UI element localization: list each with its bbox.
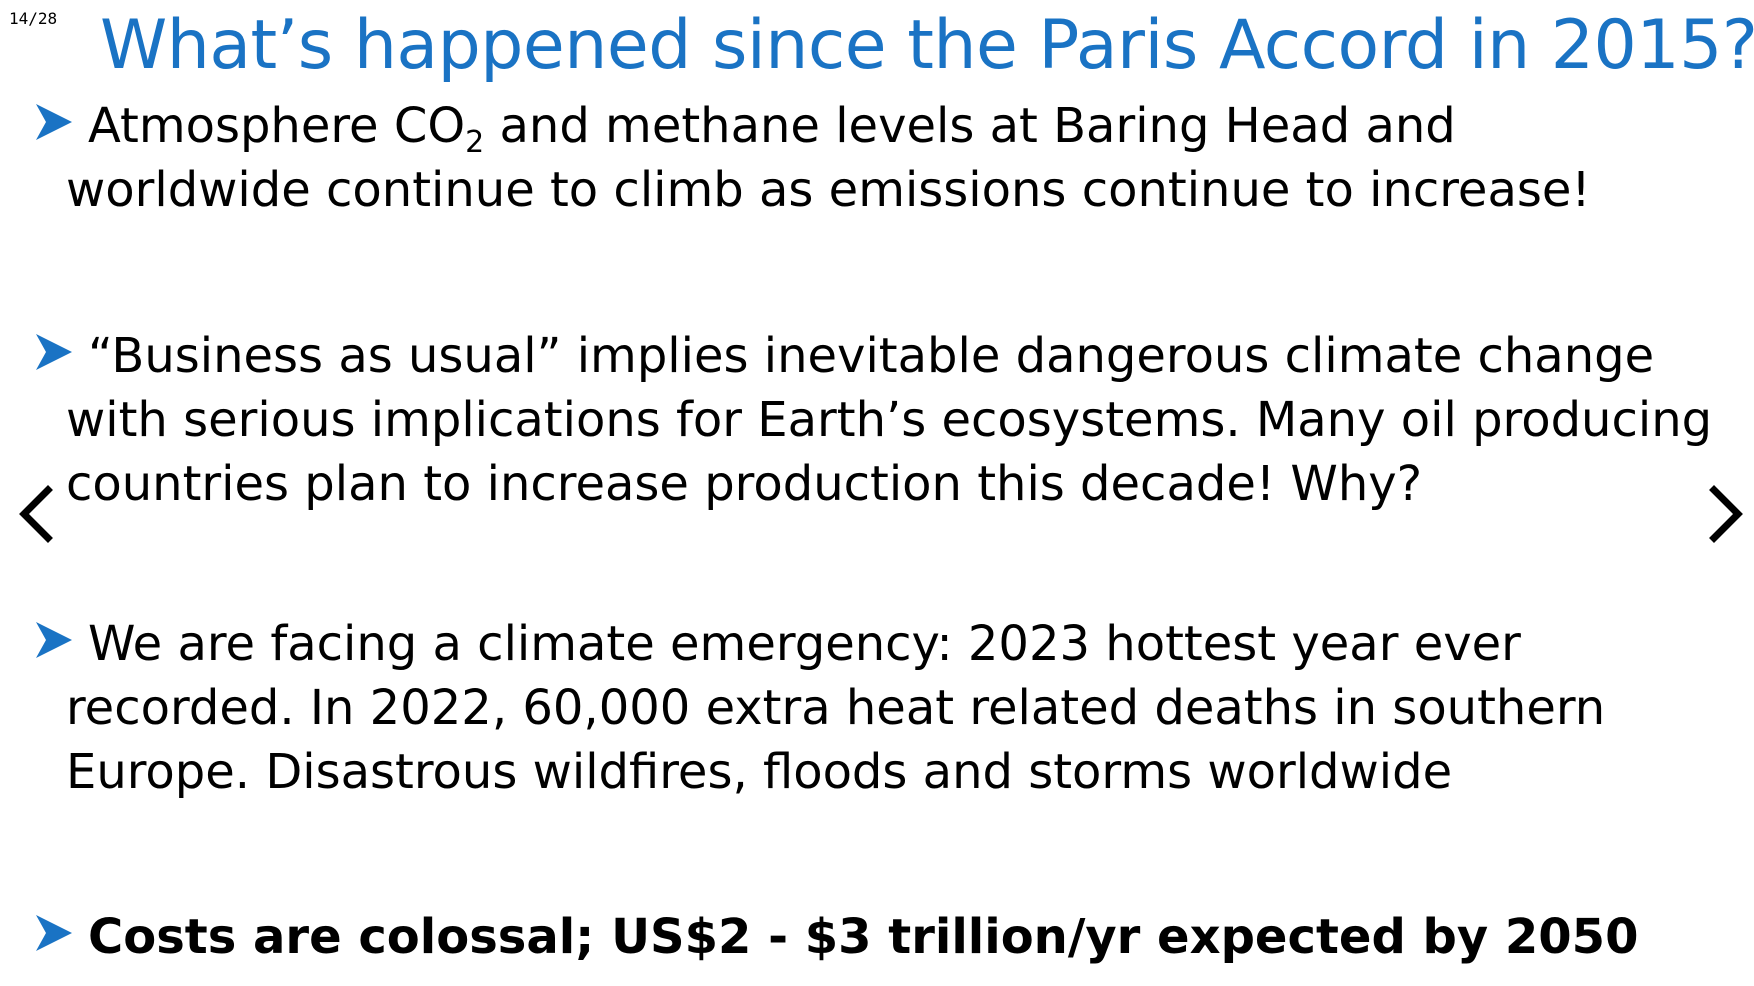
bullet-item: Costs are colossal; US$2 - $3 trillion/y… bbox=[34, 905, 1694, 969]
slide-counter: 14/28 bbox=[9, 9, 58, 28]
previous-slide-button[interactable] bbox=[14, 482, 58, 546]
bullet-text: Atmosphere CO bbox=[88, 98, 466, 154]
bullet-text: Europe. Disastrous wildfires, floods and… bbox=[66, 744, 1453, 800]
slide-title: What’s happened since the Paris Accord i… bbox=[100, 6, 1754, 85]
bullet-item: “Business as usual” implies inevitable d… bbox=[34, 324, 1713, 516]
bullet-text: and methane levels at Baring Head and bbox=[484, 98, 1456, 154]
next-slide-button[interactable] bbox=[1704, 482, 1748, 546]
arrow-bullet-icon bbox=[34, 100, 74, 144]
bullet-text: Costs are colossal; US$2 - $3 trillion/y… bbox=[88, 909, 1639, 965]
subscript-text: 2 bbox=[465, 125, 485, 160]
arrow-bullet-icon bbox=[34, 330, 74, 374]
bullet-text: countries plan to increase production th… bbox=[66, 456, 1423, 512]
chevron-left-icon bbox=[14, 482, 58, 546]
bullet-text: We are facing a climate emergency: 2023 … bbox=[88, 616, 1521, 672]
bullet-item: Atmosphere CO2 and methane levels at Bar… bbox=[34, 94, 1694, 222]
bullet-text: with serious implications for Earth’s ec… bbox=[66, 392, 1713, 448]
bullet-text: recorded. In 2022, 60,000 extra heat rel… bbox=[66, 680, 1606, 736]
arrow-bullet-icon bbox=[34, 911, 74, 955]
arrow-bullet-icon bbox=[34, 618, 74, 662]
bullet-text: “Business as usual” implies inevitable d… bbox=[88, 328, 1655, 384]
bullet-item: We are facing a climate emergency: 2023 … bbox=[34, 612, 1694, 804]
bullet-text: worldwide continue to climb as emissions… bbox=[66, 162, 1591, 218]
chevron-right-icon bbox=[1704, 482, 1748, 546]
